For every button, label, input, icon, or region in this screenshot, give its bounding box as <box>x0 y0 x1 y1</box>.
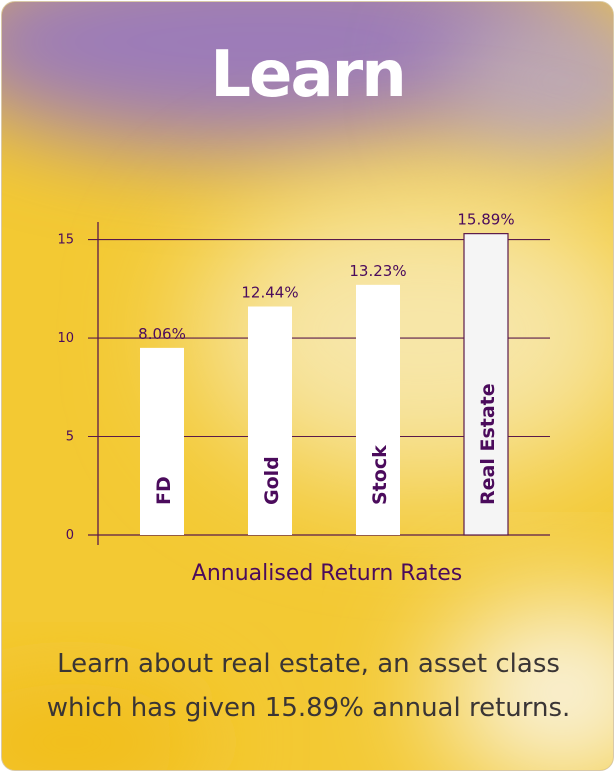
category-label: Gold <box>261 456 283 505</box>
y-tick-label: 15 <box>57 233 74 248</box>
data-label: 12.44% <box>241 284 298 302</box>
category-label: Real Estate <box>477 383 499 505</box>
card-title: Learn <box>210 38 407 112</box>
y-tick-label: 0 <box>66 528 74 543</box>
category-label: FD <box>153 476 175 505</box>
data-label: 15.89% <box>457 211 514 229</box>
y-tick-label: 5 <box>66 430 74 445</box>
card-description: Learn about real estate, an asset class … <box>46 649 571 723</box>
data-label: 13.23% <box>349 262 406 280</box>
bar-stock <box>356 284 400 535</box>
category-label: Stock <box>369 445 391 505</box>
bar-real-estate <box>463 233 509 536</box>
return-rates-chart: 0 5 10 15 FD 8.06% Gold 12.44% Stock 13.23% Real E… <box>57 211 550 586</box>
bar-fd <box>140 347 184 535</box>
x-axis-label: Annualised Return Rates <box>192 561 462 586</box>
y-tick-label: 10 <box>57 331 74 346</box>
bar-gold <box>248 306 292 535</box>
data-label: 8.06% <box>138 325 186 343</box>
